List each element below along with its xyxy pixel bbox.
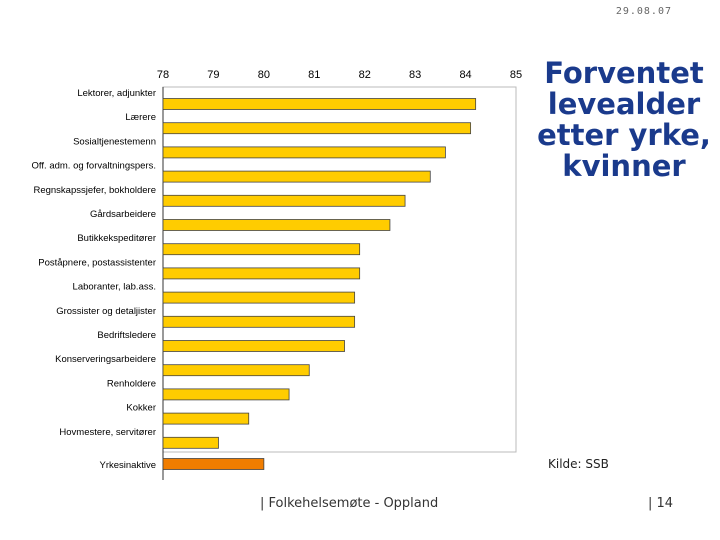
x-tick-label: 79 <box>207 69 219 81</box>
category-label: Bedriftsledere <box>97 330 156 341</box>
slide-title: Forventet levealder etter yrke, kvinner <box>530 58 718 182</box>
title-line-4: kvinner <box>562 149 686 183</box>
x-tick-label: 80 <box>258 69 270 81</box>
category-label: Butikkekspeditører <box>77 233 156 244</box>
category-label: Sosialtjenestemenn <box>73 136 156 147</box>
bar <box>162 98 477 110</box>
page-number: | 14 <box>648 496 674 511</box>
bar <box>162 267 361 280</box>
bar <box>162 388 290 401</box>
bar-highlight <box>162 458 265 470</box>
category-label: Regnskapssjefer, bokholdere <box>33 185 156 196</box>
x-tick-label: 85 <box>510 69 522 81</box>
source-note: Kilde: SSB <box>548 457 609 471</box>
bar <box>162 315 356 328</box>
category-label: Lektorer, adjunkter <box>77 88 156 99</box>
category-label: Renholdere <box>107 378 156 389</box>
category-label: Poståpnere, postassistenter <box>38 257 156 268</box>
title-line-2: levealder <box>547 87 701 121</box>
category-label: Off. adm. og forvaltningspers. <box>32 161 156 172</box>
x-tick-label: 83 <box>409 69 421 81</box>
bar <box>162 170 431 183</box>
bar <box>162 436 219 449</box>
bar <box>162 412 250 425</box>
category-label: Hovmestere, servitører <box>59 427 156 438</box>
x-tick-label: 78 <box>157 69 169 81</box>
x-tick-label: 82 <box>359 69 371 81</box>
x-tick-label: 81 <box>308 69 320 81</box>
category-label: Grossister og detaljister <box>56 306 156 317</box>
bar <box>162 243 361 256</box>
bar <box>162 146 446 159</box>
category-label: Gårdsarbeidere <box>90 209 156 220</box>
bar <box>162 194 406 207</box>
bar <box>162 122 472 135</box>
bar <box>162 219 391 231</box>
x-tick-label: 84 <box>459 69 471 81</box>
title-line-1: Forventet <box>544 56 704 90</box>
slide-date: 29.08.07 <box>615 6 672 17</box>
bar <box>162 291 356 304</box>
category-label: Kokker <box>126 403 156 414</box>
bar <box>162 364 310 377</box>
category-label: Laboranter, lab.ass. <box>73 282 156 293</box>
category-label: Konserveringsarbeidere <box>55 354 156 365</box>
bar <box>162 340 345 352</box>
footer-text: | Folkehelsemøte - Oppland <box>260 496 439 511</box>
category-label: Lærere <box>125 112 156 123</box>
category-label: Yrkesinaktive <box>100 460 157 471</box>
title-line-3: etter yrke, <box>537 118 711 152</box>
